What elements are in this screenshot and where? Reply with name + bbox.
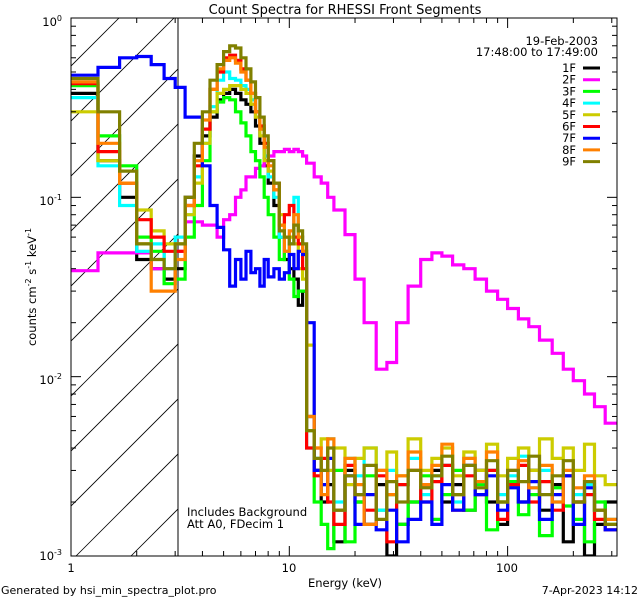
legend-label-2F: 2F	[562, 73, 576, 87]
y-tick-label: 10-1	[39, 193, 62, 208]
hatch-line	[71, 18, 175, 122]
x-axis-label: Energy (keV)	[308, 576, 382, 590]
axis-ticks	[70, 18, 617, 557]
series-line-5F	[71, 84, 617, 487]
hatch-line	[0, 16, 66, 556]
y-tick-label: 100	[42, 14, 62, 29]
legend-label-8F: 8F	[562, 143, 576, 157]
hatch-line	[71, 178, 178, 287]
x-tick-label: 10	[282, 561, 297, 575]
series-line-2F	[71, 147, 617, 425]
timestamp-text: 7-Apr-2023 14:12	[542, 584, 638, 597]
legend-time-range: 17:48:00 to 17:49:00	[476, 45, 598, 59]
y-tick-label: 10-2	[39, 372, 62, 387]
legend-label-5F: 5F	[562, 108, 576, 122]
chart-title: Count Spectra for RHESSI Front Segments	[209, 3, 482, 18]
series-line-9F	[71, 44, 617, 526]
hatch-line	[71, 18, 120, 67]
hatch-line	[75, 453, 178, 556]
legend-label-7F: 7F	[562, 131, 576, 145]
annotation-background: Includes Background	[187, 505, 307, 519]
attenuator-hatch-region	[0, 16, 178, 556]
series-group	[71, 44, 617, 556]
y-axis-label: counts cm-2 s-1 keV-1	[24, 228, 39, 346]
hatch-line	[71, 398, 178, 507]
y-tick-label: 10-3	[39, 548, 62, 563]
generated-by-text: Generated by hsi_min_spectra_plot.pro	[1, 584, 217, 597]
legend-label-6F: 6F	[562, 120, 576, 134]
legend-date: 19-Feb-2003	[525, 34, 598, 48]
x-tick-label: 1	[67, 561, 74, 575]
hatch-line	[71, 123, 178, 232]
hatch-line	[71, 233, 178, 342]
legend-label-3F: 3F	[562, 84, 576, 98]
annotation-attenuator: Att A0, FDecim 1	[187, 517, 284, 531]
x-tick-label: 100	[496, 561, 518, 575]
hatch-line	[71, 68, 178, 177]
plot-frame	[70, 17, 618, 557]
hatch-line	[0, 16, 11, 556]
legend-label-1F: 1F	[562, 61, 576, 75]
legend-label-4F: 4F	[562, 96, 576, 110]
legend-label-9F: 9F	[562, 155, 576, 169]
